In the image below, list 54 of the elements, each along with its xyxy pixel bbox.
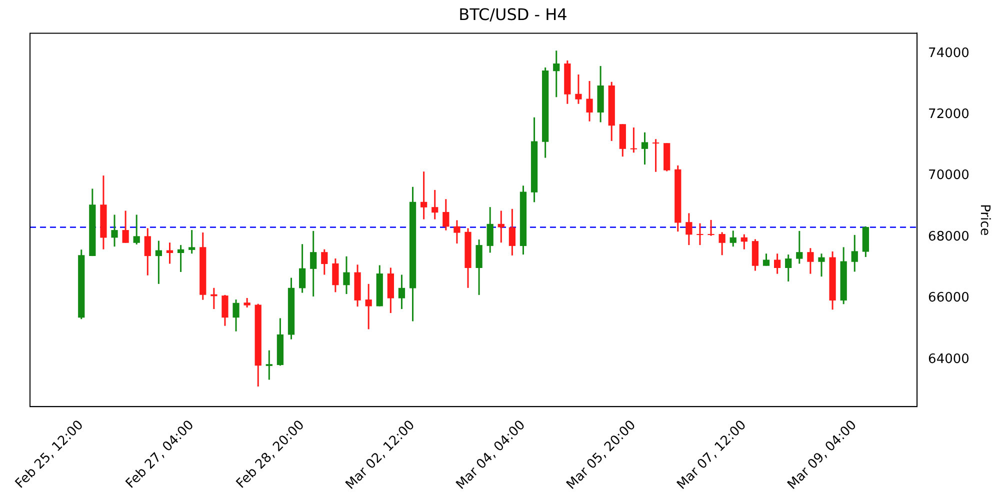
y-tick-label: 66000	[928, 290, 970, 306]
candlestick	[454, 219, 460, 244]
candlestick	[321, 248, 328, 276]
candlestick	[807, 247, 814, 275]
chart-title: BTC/USD - H4	[458, 4, 568, 24]
candlestick	[708, 219, 714, 237]
candlestick	[508, 208, 516, 256]
candlestick	[398, 274, 406, 310]
y-axis-title: Price	[976, 204, 992, 236]
candlestick	[332, 258, 339, 293]
candlestick	[718, 231, 726, 256]
candlestick	[586, 80, 593, 122]
candlestick	[222, 294, 228, 327]
candlestick	[796, 230, 803, 264]
candlestick	[155, 240, 162, 285]
candlestick	[111, 214, 118, 248]
candlestick	[166, 242, 174, 264]
candlestick	[133, 214, 140, 246]
candlestick	[266, 350, 272, 380]
y-tick-label: 70000	[928, 168, 970, 184]
candlestick	[298, 243, 306, 294]
candlestick	[188, 229, 196, 254]
candlestick	[818, 252, 825, 278]
candlestick	[144, 227, 151, 276]
candlestick	[851, 234, 858, 272]
candlestick	[310, 230, 317, 298]
candlestick	[442, 198, 450, 232]
candlestick	[652, 138, 660, 173]
candlestick	[365, 283, 372, 330]
candlestick	[641, 132, 648, 166]
candlestick	[740, 234, 748, 250]
y-tick-label: 72000	[928, 107, 970, 122]
candlestick	[486, 206, 494, 254]
candlestick	[696, 222, 704, 246]
candlestick	[476, 238, 482, 296]
y-tick-label: 74000	[928, 46, 970, 61]
candlestick	[232, 298, 240, 332]
candlestick	[575, 74, 582, 105]
candlestick	[630, 126, 638, 154]
candlestick	[177, 244, 184, 273]
candlestick	[686, 212, 692, 246]
y-tick-label: 68000	[928, 229, 970, 244]
candlestick	[785, 254, 792, 282]
candlestick	[420, 170, 428, 220]
candlestick	[244, 297, 250, 308]
candlestick	[730, 230, 736, 248]
candlestick	[432, 189, 438, 220]
candlestick	[553, 50, 560, 98]
y-tick-label: 64000	[928, 352, 970, 367]
candlestick	[343, 256, 350, 295]
candlestick	[774, 252, 781, 275]
candlestick	[498, 210, 504, 244]
candlestick	[762, 252, 770, 267]
candlestick	[122, 210, 129, 244]
